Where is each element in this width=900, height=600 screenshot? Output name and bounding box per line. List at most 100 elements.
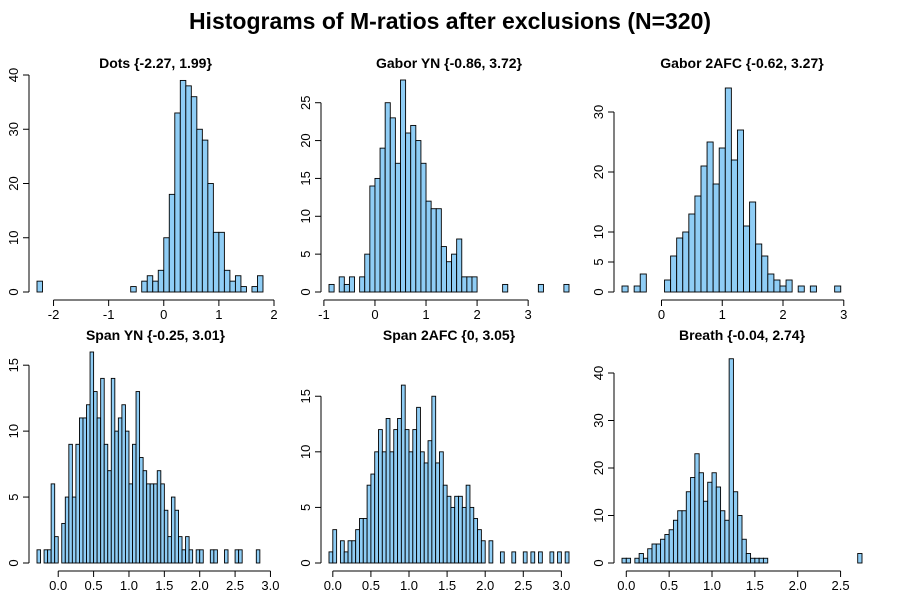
histogram-bar [195, 549, 201, 564]
histogram-bar [458, 495, 463, 564]
x-tick-label: 1.0 [120, 578, 138, 593]
panel-title: Span 2AFC {0, 3.05} [383, 327, 516, 343]
histogram-bar [188, 549, 194, 564]
histogram-bar [454, 495, 459, 564]
histogram-bar [676, 237, 684, 293]
histogram-bar [132, 443, 137, 564]
histogram-bar [633, 285, 641, 293]
y-tick-label: 10 [6, 231, 21, 245]
histogram-bar [745, 553, 752, 564]
histogram-bar [366, 484, 372, 564]
histogram-bar [36, 549, 41, 564]
histogram-bar [730, 159, 738, 293]
y-tick-label: 20 [6, 176, 21, 190]
histogram-bar [638, 553, 644, 564]
histogram-bar [338, 276, 345, 293]
histogram-bar [694, 195, 702, 293]
histogram-bar [355, 529, 360, 564]
x-tick-label: 1 [422, 307, 429, 322]
histogram-bar [190, 96, 198, 293]
histogram-bar [130, 286, 137, 293]
histogram-bar [359, 276, 366, 293]
histogram-bar [427, 440, 433, 564]
histogram-bar [168, 193, 176, 293]
histogram-panel-5: Span 2AFC {0, 3.05} 0.0 0.5 1.0 1.5 2.0 2.5 3.0… [298, 327, 570, 593]
histogram-bar [664, 534, 670, 564]
y-tick-label: 25 [298, 95, 313, 109]
histogram-bar [625, 557, 632, 564]
histogram-bar [178, 536, 183, 564]
histogram-bar [797, 285, 805, 293]
y-tick-label: 5 [591, 258, 606, 265]
histogram-bar [142, 470, 148, 564]
histogram-bar [385, 418, 391, 564]
histogram-bar [499, 551, 505, 564]
x-tick-label: 1 [215, 307, 222, 322]
histogram-bar [43, 549, 49, 564]
histogram-bar [124, 430, 130, 564]
histogram-bar [174, 509, 179, 564]
histogram-bar [174, 112, 181, 293]
histogram-bar [36, 280, 43, 293]
histogram-bar [152, 280, 159, 293]
histogram-bar [157, 269, 165, 293]
histogram-bar [471, 276, 478, 293]
x-tick-label: -2 [48, 307, 60, 322]
histogram-bar [163, 237, 170, 293]
histogram-bar [668, 529, 674, 564]
histogram-bar [423, 462, 429, 564]
figure-title: Histograms of M-ratios after exclusions … [188, 8, 712, 34]
histogram-bar [563, 283, 570, 293]
histogram-bar [451, 253, 458, 293]
histogram-bar [724, 87, 732, 293]
histogram-bar [537, 283, 544, 293]
panel-title: Span YN {-0.25, 3.01} [86, 327, 226, 343]
histogram-bar [389, 117, 396, 293]
histogram-bar [384, 102, 391, 293]
histogram-bar [110, 377, 116, 564]
histogram-bar [179, 79, 187, 293]
x-tick-label: 3 [525, 307, 532, 322]
histogram-bar [435, 208, 442, 293]
histogram-bar [712, 183, 720, 293]
histogram-bar [404, 429, 410, 564]
histogram-bar [456, 238, 463, 293]
histogram-bar [68, 443, 73, 564]
histogram-bar [199, 549, 204, 564]
histogram-bar [146, 483, 151, 564]
histogram-bar [82, 417, 87, 564]
panel-title: Dots {-2.27, 1.99} [99, 55, 212, 71]
x-tick-label: 2 [473, 307, 480, 322]
histogram-bar [685, 491, 692, 564]
histogram-bar [419, 451, 425, 564]
histogram-bar [400, 384, 406, 564]
histogram-bar [461, 276, 468, 293]
histogram-bar [758, 557, 764, 564]
histogram-bar [557, 551, 562, 564]
histogram-bar [328, 551, 334, 564]
histogram-bar [442, 484, 448, 564]
histogram-bar [359, 518, 364, 564]
histogram-bar [773, 279, 781, 293]
histogram-bar [465, 484, 471, 564]
histogram-bar [621, 285, 629, 293]
histogram-bar [767, 273, 775, 293]
histogram-bar [238, 549, 243, 564]
y-tick-label: 40 [591, 366, 606, 380]
histogram-bar [741, 538, 747, 564]
histogram-bar [857, 553, 863, 564]
histogram-bar [750, 557, 756, 564]
histogram-bar [732, 491, 739, 564]
histogram-bar [96, 417, 102, 564]
histogram-bar [343, 283, 350, 293]
x-tick-label: 1.0 [703, 578, 721, 593]
histogram-bar [660, 538, 666, 564]
histogram-bar [234, 275, 242, 293]
histogram-bar [672, 519, 679, 564]
histogram-bar [146, 275, 154, 293]
histogram-bar [54, 536, 59, 564]
histogram-panel-6: Breath {-0.04, 2.74} 0.0 0.5 1.0 1.5 2.0 2.5 0 1… [591, 327, 863, 593]
histogram-bar [47, 549, 52, 564]
y-tick-label: 5 [298, 251, 313, 258]
